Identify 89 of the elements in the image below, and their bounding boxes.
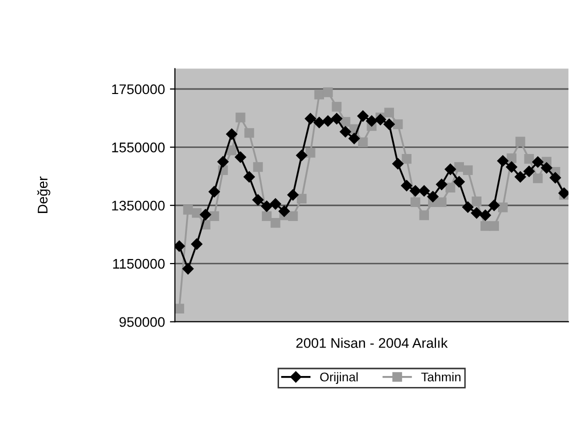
point [244,128,254,138]
point [489,221,499,231]
point [374,114,386,126]
point [410,197,420,208]
point [182,263,194,274]
point [270,218,280,228]
point [532,173,543,184]
point [384,108,394,118]
point [470,207,482,219]
y-tick-label: 1750000 [112,84,165,94]
y-axis-title: Değer [37,176,50,213]
point [287,189,299,201]
point [322,115,334,127]
point [419,210,429,220]
point [244,171,255,182]
legend-label: Orijinal [320,372,358,384]
point [436,178,448,190]
point [236,112,246,122]
point [497,155,508,166]
point [514,171,526,182]
point [174,240,185,252]
point [226,146,237,156]
point [427,191,438,202]
point [252,194,264,206]
point [288,211,298,222]
y-tick-label: 1350000 [112,200,165,211]
point [540,162,552,174]
point [524,154,534,164]
point [558,188,568,199]
point [270,198,282,210]
legend-label: Tahmin [421,372,460,382]
point [366,115,378,127]
point [472,196,482,206]
point [183,204,193,215]
point [253,162,263,172]
point [480,210,491,221]
point [550,172,561,184]
point [506,161,518,173]
point [444,164,456,175]
point [209,211,220,222]
point [436,197,446,208]
point [208,186,220,198]
point [462,165,473,176]
point [261,200,272,212]
point [515,136,526,147]
point [340,117,350,127]
point [174,304,184,314]
point [402,154,412,164]
point [314,90,324,100]
point [296,194,307,204]
point [200,209,212,220]
point [418,185,430,196]
point [234,151,246,163]
point [296,150,308,161]
point [306,148,316,158]
y-tick-label: 950000 [119,317,165,327]
point [446,182,456,192]
point [401,180,412,192]
point [278,206,290,217]
point [217,156,229,168]
point [393,119,403,130]
point [523,166,535,177]
point [532,156,544,168]
point [332,102,342,112]
point [488,200,500,211]
y-tick-label: 1550000 [112,142,165,152]
point [358,137,368,148]
point [191,238,202,250]
point [226,128,238,140]
point [323,87,333,98]
point [410,185,421,196]
point [314,116,325,128]
point [331,113,342,124]
point [348,132,360,144]
point [304,113,316,124]
point [462,202,474,213]
point [262,211,272,222]
point [192,208,202,218]
point [357,110,369,122]
point [498,202,508,212]
y-tick-label: 1150000 [113,258,165,269]
point [454,176,465,188]
point [454,162,464,172]
point [480,221,490,231]
point [506,153,516,164]
point [340,126,352,138]
point [392,158,404,170]
point [384,118,395,130]
x-axis-title: 2001 Nisan - 2004 Aralık [296,338,448,348]
